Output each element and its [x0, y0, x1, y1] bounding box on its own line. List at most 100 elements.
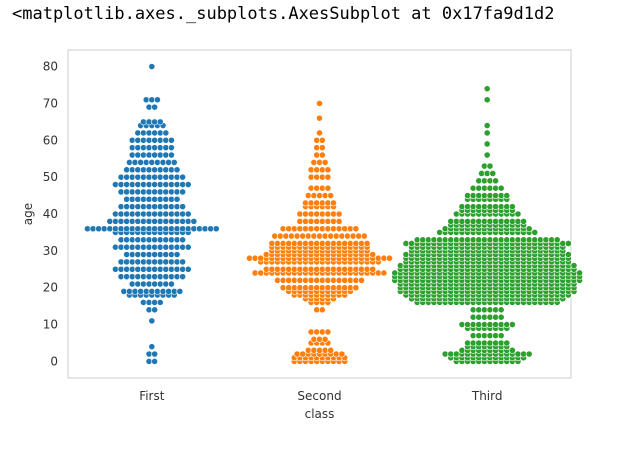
data-point-third — [424, 236, 432, 244]
data-point-first — [151, 129, 159, 137]
data-point-second — [346, 284, 354, 292]
data-point-third — [475, 321, 483, 328]
data-point-second — [344, 232, 351, 240]
data-point-second — [318, 217, 326, 225]
data-point-first — [145, 166, 153, 174]
data-point-first — [145, 188, 153, 196]
data-point-first — [170, 287, 178, 295]
data-point-third — [480, 192, 488, 199]
y-tick-label: 80 — [43, 60, 58, 74]
data-point-second — [296, 276, 304, 284]
data-point-third — [492, 184, 499, 192]
data-point-third — [458, 321, 466, 328]
data-point-third — [480, 236, 488, 244]
data-point-first — [151, 118, 159, 126]
data-point-first — [148, 317, 156, 325]
data-point-second — [318, 328, 326, 336]
data-point-second — [374, 254, 382, 262]
data-point-second — [307, 166, 315, 174]
data-point-second — [327, 192, 335, 199]
data-point-second — [313, 173, 321, 181]
data-point-third — [464, 321, 471, 328]
data-point-first — [140, 225, 147, 233]
data-point-second — [313, 144, 321, 152]
data-point-first — [112, 217, 119, 225]
data-point-second — [330, 225, 337, 233]
data-point-first — [134, 258, 142, 266]
data-point-first — [140, 203, 147, 211]
data-point-first — [168, 173, 175, 181]
data-point-first — [156, 144, 164, 152]
data-point-second — [318, 173, 326, 181]
data-point-second — [341, 265, 349, 273]
data-point-first — [168, 151, 175, 159]
data-point-third — [475, 339, 483, 347]
data-point-second — [307, 184, 315, 192]
data-point-first — [89, 225, 97, 233]
data-point-second — [346, 265, 354, 273]
data-point-second — [316, 100, 323, 107]
data-point-third — [469, 313, 477, 321]
data-point-second — [313, 151, 321, 159]
data-point-first — [159, 287, 167, 295]
data-point-second — [352, 276, 360, 284]
data-point-second — [279, 225, 287, 233]
data-point-first — [151, 258, 159, 266]
data-point-second — [313, 217, 321, 225]
data-point-second — [299, 350, 307, 358]
data-point-third — [480, 184, 488, 192]
data-point-first — [112, 225, 119, 233]
data-point-third — [492, 306, 499, 314]
data-point-first — [151, 251, 159, 258]
data-point-third — [514, 236, 522, 244]
data-point-third — [503, 203, 511, 211]
data-point-first — [159, 158, 167, 166]
data-point-third — [492, 313, 499, 321]
data-point-first — [145, 136, 153, 144]
y-tick-label: 30 — [43, 244, 58, 258]
data-point-first — [151, 243, 159, 251]
data-point-third — [475, 177, 483, 185]
data-point-first — [145, 273, 153, 281]
data-point-first — [112, 181, 119, 188]
data-point-first — [156, 280, 164, 288]
data-point-first — [128, 166, 136, 174]
data-point-second — [304, 232, 312, 240]
data-point-third — [483, 96, 491, 104]
data-point-first — [151, 225, 159, 233]
data-point-second — [307, 173, 315, 181]
data-point-third — [553, 236, 561, 244]
data-point-second — [262, 251, 270, 258]
data-point-second — [296, 265, 304, 273]
data-point-second — [341, 240, 349, 247]
data-point-second — [321, 158, 329, 166]
data-point-third — [480, 306, 488, 314]
data-point-second — [307, 265, 315, 273]
data-point-second — [318, 276, 326, 284]
data-point-first — [156, 258, 164, 266]
data-point-first — [145, 203, 153, 211]
data-point-first — [128, 280, 136, 288]
data-point-third — [483, 140, 491, 148]
data-point-first — [142, 96, 150, 104]
data-point-first — [151, 103, 159, 111]
data-point-first — [140, 151, 147, 159]
data-point-first — [156, 210, 164, 218]
data-point-first — [212, 225, 220, 233]
data-point-second — [316, 335, 323, 343]
data-point-first — [190, 217, 198, 225]
data-point-first — [168, 181, 175, 188]
data-point-first — [168, 265, 175, 273]
data-point-first — [154, 96, 161, 104]
data-point-first — [168, 136, 175, 144]
data-point-second — [318, 136, 326, 144]
data-point-second — [363, 265, 371, 273]
data-point-third — [469, 321, 477, 328]
data-point-first — [140, 258, 147, 266]
data-point-first — [162, 273, 170, 281]
data-point-first — [173, 217, 181, 225]
data-point-second — [330, 240, 337, 247]
data-point-second — [324, 184, 332, 192]
data-point-second — [363, 240, 371, 247]
data-point-second — [386, 254, 393, 262]
